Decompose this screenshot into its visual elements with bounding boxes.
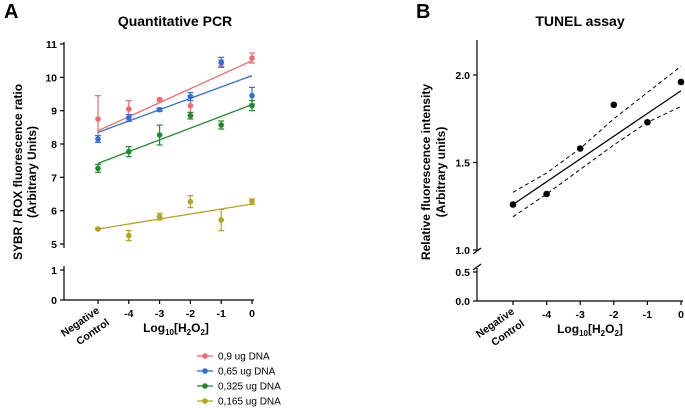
- data-point: [156, 132, 163, 138]
- data-point: [218, 217, 224, 223]
- data-point: [95, 136, 101, 142]
- data-point: [218, 122, 224, 128]
- legend-marker: [202, 383, 208, 389]
- series-0: [95, 52, 255, 143]
- data-point: [156, 213, 163, 220]
- fit-line: [97, 60, 253, 132]
- x-tick-label: -4: [124, 308, 133, 320]
- x-tick-label: -1: [643, 309, 652, 321]
- data-point: [218, 59, 224, 66]
- x-tick-label: 0: [249, 308, 255, 320]
- fit-line: [512, 90, 682, 206]
- y-tick-label: 0: [51, 295, 57, 307]
- panel-letter-a: A: [4, 1, 18, 23]
- data-point: [677, 78, 685, 86]
- chart-b-title: TUNEL assay: [535, 13, 624, 29]
- x-tick-label: -3: [155, 308, 164, 320]
- y-tick-label: 8: [51, 139, 57, 151]
- data-point: [249, 198, 255, 205]
- chart-a-title: Quantitative PCR: [118, 13, 232, 29]
- y-tick-label: 0.0: [455, 296, 470, 308]
- data-point: [249, 102, 255, 109]
- data-point: [249, 92, 255, 99]
- fit-line: [97, 203, 253, 230]
- y-tick-label: 1.0: [455, 245, 470, 257]
- data-point: [644, 118, 651, 126]
- x-tick-label: -2: [186, 308, 195, 320]
- ci-upper-line: [512, 65, 682, 193]
- x-axis-label: Log10[H2O2]: [143, 321, 209, 337]
- y-tick-label: 2.0: [455, 70, 470, 82]
- x-tick-label: -1: [217, 308, 226, 320]
- y-tick-label: 10: [45, 72, 57, 84]
- y-axis-label-units: (Arbitrary units): [434, 127, 448, 218]
- fit-line: [97, 104, 253, 164]
- panel-letter-b: B: [416, 1, 430, 23]
- data-point: [187, 93, 194, 100]
- legend: 0,9 ug DNA 0,65 ug DNA 0,325 ug DNA 0,165 u…: [197, 352, 281, 408]
- y-tick-label: 1.5: [455, 158, 470, 170]
- data-point: [126, 232, 132, 239]
- data-point: [187, 198, 194, 205]
- x-tick-label: -4: [542, 309, 551, 321]
- data-point: [126, 115, 132, 121]
- x-tick-label: 0: [678, 309, 684, 321]
- x-tick-label: -2: [609, 309, 618, 321]
- y-axis-label: Relative fluorescence intensity: [419, 84, 433, 260]
- series-3: [95, 195, 255, 242]
- data-point: [126, 148, 132, 155]
- data-point: [610, 101, 618, 109]
- axis-break: [472, 247, 482, 255]
- ci-lower-line: [512, 106, 682, 218]
- data-point: [95, 165, 101, 172]
- data-point: [576, 145, 584, 152]
- data-point: [543, 190, 550, 198]
- data-point: [187, 112, 194, 119]
- legend-label: 0,9 ug DNA: [218, 352, 270, 363]
- legend-marker: [202, 368, 208, 374]
- data-point: [509, 201, 517, 208]
- data-point: [156, 96, 163, 103]
- y-tick-label: 5: [51, 239, 57, 251]
- data-point: [95, 226, 101, 232]
- legend-marker: [202, 398, 208, 404]
- y-tick-label: 7: [51, 172, 57, 184]
- legend-label: 0,325 ug DNA: [218, 382, 281, 393]
- fit-line: [97, 75, 253, 133]
- y-tick-label: 9: [51, 106, 57, 118]
- data-point: [187, 102, 194, 109]
- y-axis-label-units: (Arbitrary Units): [25, 126, 39, 218]
- series-2: [95, 100, 255, 173]
- y-tick-label: 6: [51, 206, 57, 218]
- y-tick-label: 11: [46, 39, 57, 51]
- x-axis-label: Log10[H2O2]: [557, 322, 623, 338]
- data-point: [249, 55, 255, 61]
- legend-label: 0,65 ug DNA: [218, 367, 276, 378]
- y-axis-label: SYBR / ROX fluorescence ratio: [11, 84, 25, 260]
- data-point: [126, 106, 132, 112]
- data-point: [156, 106, 163, 113]
- y-tick-label: 0.5: [455, 267, 470, 279]
- x-tick-label: -3: [576, 309, 585, 321]
- legend-label: 0,165 ug DNA: [218, 397, 281, 408]
- y-tick-label: 1: [51, 265, 57, 277]
- legend-marker: [202, 353, 208, 359]
- data-point: [95, 116, 101, 122]
- axis-break: [472, 263, 482, 271]
